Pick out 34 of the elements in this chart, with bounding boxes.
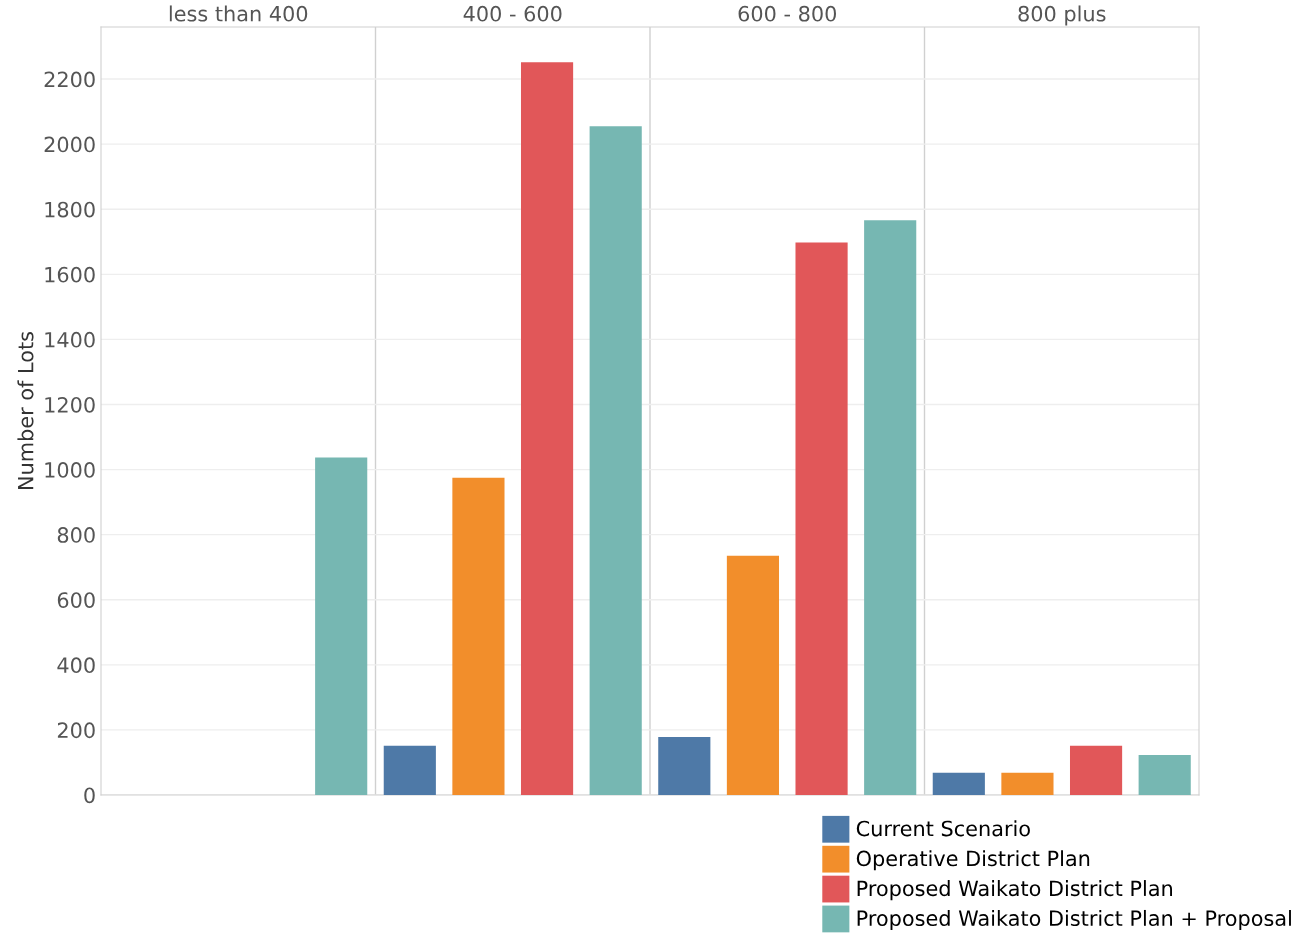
y-tick-label: 400 xyxy=(57,657,95,674)
x-tick-label: 600 - 800 xyxy=(738,5,837,22)
bar xyxy=(726,555,780,795)
legend-label: Current Scenario xyxy=(856,820,1030,837)
legend-label: Proposed Waikato District Plan + Proposal xyxy=(857,909,1291,931)
bar xyxy=(932,772,985,795)
bar xyxy=(520,62,574,795)
x-tick-label: 400 - 600 xyxy=(463,5,562,22)
y-tick-label: 1000 xyxy=(45,462,95,478)
y-tick-label: 800 xyxy=(57,527,95,543)
legend-label: Proposed Waikato District Plan xyxy=(857,880,1172,901)
bar xyxy=(795,242,848,795)
y-tick-label: 1800 xyxy=(45,201,95,218)
bar xyxy=(658,737,711,795)
y-tick-label: 1600 xyxy=(45,266,95,283)
y-tick-label: 1200 xyxy=(45,396,95,413)
y-tick-label: 1400 xyxy=(45,331,95,348)
y-tick-label: 600 xyxy=(57,592,95,608)
x-tick-label: 800 plus xyxy=(1018,5,1106,26)
bar xyxy=(1138,754,1191,795)
y-tick-label: 0 xyxy=(84,787,95,804)
bar xyxy=(452,477,505,795)
y-tick-label: 2200 xyxy=(44,71,95,88)
bar xyxy=(589,126,642,795)
legend-label: Operative District Plan xyxy=(856,850,1090,871)
x-tick-label: less than 400 xyxy=(169,5,308,22)
bar xyxy=(1001,772,1054,795)
y-axis-title: Number of Lots xyxy=(17,332,34,489)
bar xyxy=(383,745,436,795)
bar xyxy=(1069,745,1123,795)
bar xyxy=(864,220,917,795)
y-tick-label: 2000 xyxy=(44,136,95,153)
y-tick-label: 200 xyxy=(57,722,95,739)
bar xyxy=(315,457,368,795)
